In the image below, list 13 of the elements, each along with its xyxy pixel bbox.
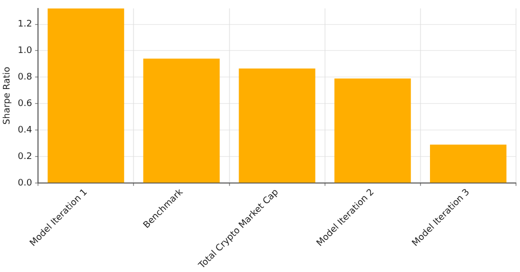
bar [334, 78, 411, 183]
bar [48, 8, 124, 183]
y-tick-label: 0.0 [18, 178, 32, 188]
bar [238, 68, 316, 183]
y-tick-label: 0.6 [18, 98, 32, 109]
y-axis-title: Sharpe Ratio [2, 66, 13, 125]
bar [143, 58, 220, 183]
y-tick-label: 1.0 [18, 46, 32, 56]
y-tick-label: 0.8 [18, 72, 32, 82]
bar [430, 144, 506, 183]
y-tick-label: 1.2 [18, 20, 32, 30]
y-tick-label: 0.4 [18, 125, 32, 136]
y-tick-label: 0.2 [18, 152, 32, 162]
